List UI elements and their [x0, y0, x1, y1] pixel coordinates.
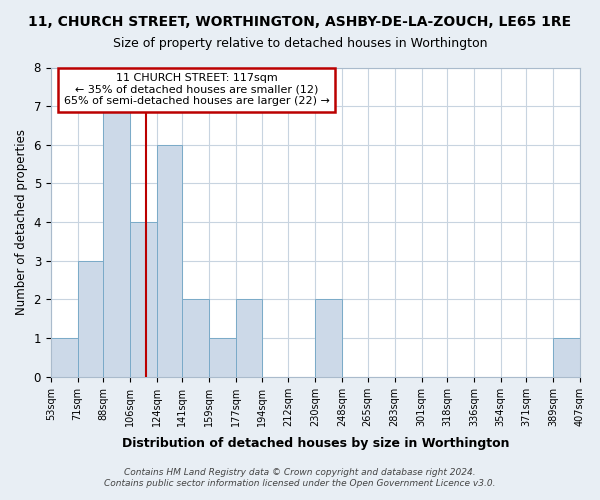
Bar [236, 300, 262, 377]
Text: Size of property relative to detached houses in Worthington: Size of property relative to detached ho… [113, 38, 487, 51]
Bar [316, 300, 342, 377]
Bar [553, 338, 580, 377]
Bar [182, 300, 209, 377]
Bar [51, 338, 77, 377]
Bar [130, 222, 157, 377]
Bar [77, 261, 103, 377]
Y-axis label: Number of detached properties: Number of detached properties [15, 129, 28, 315]
Text: 11, CHURCH STREET, WORTHINGTON, ASHBY-DE-LA-ZOUCH, LE65 1RE: 11, CHURCH STREET, WORTHINGTON, ASHBY-DE… [28, 15, 572, 29]
Text: 11 CHURCH STREET: 117sqm
← 35% of detached houses are smaller (12)
65% of semi-d: 11 CHURCH STREET: 117sqm ← 35% of detach… [64, 74, 329, 106]
Text: Contains HM Land Registry data © Crown copyright and database right 2024.
Contai: Contains HM Land Registry data © Crown c… [104, 468, 496, 487]
Bar [103, 106, 130, 377]
X-axis label: Distribution of detached houses by size in Worthington: Distribution of detached houses by size … [122, 437, 509, 450]
Bar [209, 338, 236, 377]
Bar [157, 145, 182, 377]
